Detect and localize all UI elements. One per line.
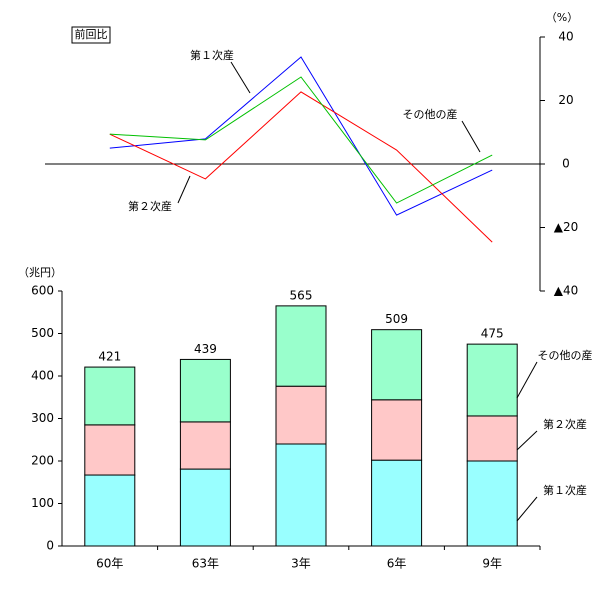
series-label: 第２次産: [543, 417, 587, 431]
leader-line: [230, 61, 251, 94]
series-annotation: 第２次産: [128, 199, 172, 213]
x-tick-label: 3年: [291, 557, 311, 571]
series-label: その他の産: [538, 349, 593, 362]
y-tick-label: 300: [31, 411, 54, 425]
chart-title: 前回比: [75, 27, 108, 41]
bar-segment: [371, 329, 423, 401]
bar-segment: [466, 343, 518, 417]
x-tick-label: 9年: [482, 557, 502, 571]
bar-segment: [371, 459, 423, 547]
y-tick-label: 600: [31, 284, 54, 298]
leader-line: [516, 496, 538, 522]
bar-segment: [275, 385, 327, 445]
x-tick-label: 60年: [96, 557, 123, 571]
leader-line: [461, 120, 481, 153]
title-box: [71, 26, 111, 44]
series-label: 第１次産: [543, 483, 587, 497]
bar-segment: [179, 358, 231, 423]
total-label: 509: [385, 312, 408, 326]
bar-segment: [179, 421, 231, 470]
x-tick-label: 63年: [192, 557, 219, 571]
leader-line: [177, 175, 191, 204]
y-tick-label: 0: [562, 157, 570, 171]
bar-segment: [84, 366, 136, 426]
bar-segment: [275, 443, 327, 547]
bar-segment: [275, 305, 327, 387]
y-axis-label: （兆円）: [18, 266, 62, 279]
bar-segment: [84, 424, 136, 476]
series-annotation: 第１次産: [190, 48, 234, 62]
bar-segment: [84, 474, 136, 547]
y-tick-label: 40: [558, 30, 573, 44]
y-tick-label: 200: [31, 454, 54, 468]
y-tick-label: 400: [31, 369, 54, 383]
bar-segment: [466, 415, 518, 462]
y-tick-label: 0: [46, 539, 54, 553]
y-tick-label: 500: [31, 326, 54, 340]
x-tick-label: 6年: [387, 557, 407, 571]
total-label: 565: [290, 288, 313, 302]
y-tick-label: 100: [31, 496, 54, 510]
y-axis-label: （%）: [546, 11, 578, 24]
leader-line: [516, 361, 538, 399]
bar-segment: [466, 460, 518, 547]
total-label: 475: [481, 327, 504, 341]
series-annotation: その他の産: [403, 108, 458, 121]
bar-segment: [179, 468, 231, 547]
bar-segment: [371, 399, 423, 461]
y-tick-label: ▲20: [554, 220, 579, 234]
total-label: 421: [98, 350, 121, 364]
series-line: [109, 76, 493, 204]
series-line: [109, 56, 493, 216]
series-line: [109, 91, 493, 243]
y-tick-label: 20: [558, 93, 573, 107]
leader-line: [516, 430, 538, 451]
total-label: 439: [194, 342, 217, 356]
y-tick-label: ▲40: [554, 284, 579, 298]
